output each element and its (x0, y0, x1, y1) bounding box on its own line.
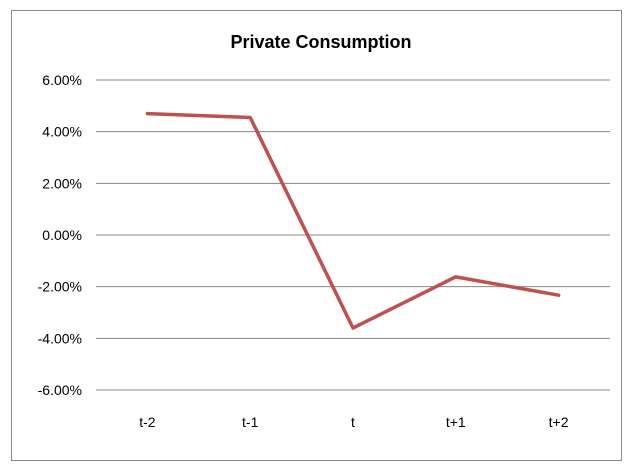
y-tick-label: 2.00% (42, 175, 82, 191)
data-point (145, 112, 149, 116)
data-point (454, 275, 458, 279)
y-tick-label: 0.00% (42, 227, 82, 243)
x-tick-label: t-1 (242, 414, 259, 430)
data-point (351, 326, 355, 330)
y-tick-label: 6.00% (42, 72, 82, 88)
y-tick-label: -4.00% (38, 330, 82, 346)
x-axis-ticks: t-2 t-1 t t+1 t+2 (139, 414, 569, 430)
x-tick-label: t (351, 414, 355, 430)
y-tick-label: -2.00% (38, 279, 82, 295)
series-line (145, 111, 561, 330)
y-tick-label: 4.00% (42, 124, 82, 140)
series-group (145, 111, 561, 330)
y-axis-ticks: 6.00% 4.00% 2.00% 0.00% -2.00% -4.00% -6.00% (38, 72, 82, 398)
data-point (557, 293, 561, 297)
data-point (248, 115, 252, 119)
chart-title: Private Consumption (230, 32, 411, 52)
x-tick-label: t-2 (139, 414, 156, 430)
y-tick-label: -6.00% (38, 382, 82, 398)
x-tick-label: t+1 (446, 414, 466, 430)
x-tick-label: t+2 (549, 414, 569, 430)
gridlines (96, 79, 610, 391)
